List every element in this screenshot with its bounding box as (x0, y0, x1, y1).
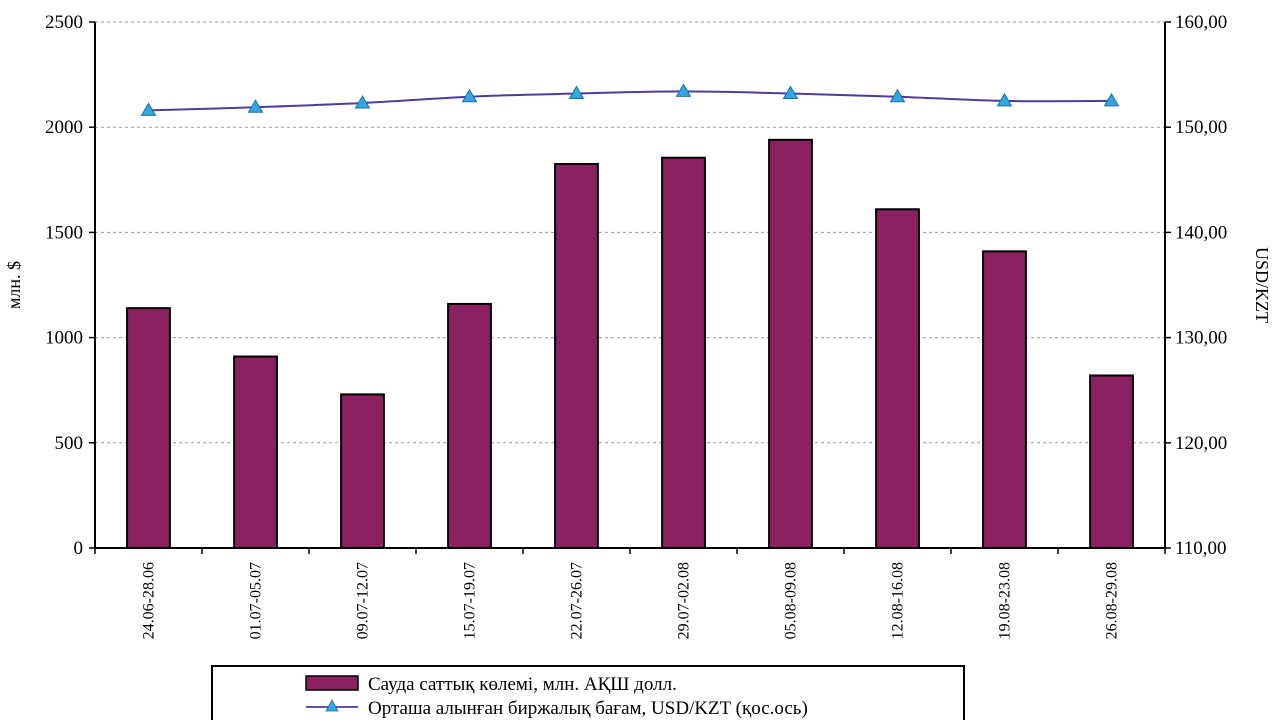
bar (340, 393, 385, 549)
bar (1089, 374, 1134, 549)
y-tick-label: 500 (55, 433, 84, 454)
y2-tick-label: 160,00 (1175, 12, 1227, 33)
y2-tick-label: 150,00 (1175, 117, 1227, 138)
line-point-marker (675, 83, 692, 97)
y2-tick-label: 140,00 (1175, 222, 1227, 243)
legend-bar-swatch (305, 675, 359, 691)
tick-labels: 0 500 1000 1500 2000 2500 110,00 120,00 130,00 14… (45, 12, 1227, 639)
line-series (140, 83, 1120, 116)
y2-tick-label: 130,00 (1175, 328, 1227, 349)
x-tick-label: 19.08-23.08 (997, 562, 1014, 639)
x-tick-label: 24.06-28.06 (141, 562, 158, 639)
bar-series (126, 138, 1134, 550)
legend-bar-label: Сауда саттық көлемі, млн. АҚШ долл. (368, 674, 677, 695)
x-tick-label: 09.07-12.07 (355, 562, 372, 639)
gridlines (95, 21, 1165, 444)
bar (768, 138, 813, 549)
x-tick-label: 29.07-02.08 (676, 562, 693, 639)
axes (89, 21, 1171, 554)
bar (554, 163, 599, 550)
line-point-marker (140, 102, 157, 116)
bar (982, 250, 1027, 549)
x-tick-label: 01.07-05.07 (248, 562, 265, 639)
x-tick-label: 22.07-26.07 (569, 562, 586, 639)
x-tick-label: 26.08-29.08 (1104, 562, 1121, 639)
y-tick-label: 2000 (45, 117, 83, 138)
line-point-marker (889, 88, 906, 103)
y-tick-label: 1000 (45, 328, 83, 349)
y-tick-label: 0 (74, 538, 84, 559)
legend-line-label: Орташа алынған биржалық бағам, USD/KZT (… (368, 698, 808, 719)
bar (233, 355, 278, 550)
bar (661, 156, 706, 549)
line-point-marker (782, 85, 799, 100)
legend-line-marker (325, 699, 339, 712)
y-tick-label: 1500 (45, 222, 83, 243)
line-point-marker (1103, 92, 1120, 107)
line-point-marker (247, 99, 264, 113)
line-point-marker (568, 85, 585, 100)
bar (126, 307, 171, 550)
x-tick-label: 12.08-16.08 (890, 562, 907, 639)
line-point-marker (461, 88, 478, 103)
x-tick-label: 15.07-19.07 (462, 562, 479, 639)
line-point-marker (354, 95, 371, 109)
y-axis-title: млн. $ (4, 261, 24, 309)
x-tick-label: 05.08-09.08 (783, 562, 800, 639)
line-point-marker (996, 92, 1013, 107)
series-line (148, 90, 1112, 112)
y2-tick-label: 110,00 (1175, 538, 1227, 559)
y2-tick-label: 120,00 (1175, 433, 1227, 454)
bar (447, 302, 492, 549)
y2-axis-title: USD/KZT (1252, 247, 1272, 323)
bar (875, 208, 920, 549)
y-tick-label: 2500 (45, 12, 83, 33)
legend: Сауда саттық көлемі, млн. АҚШ долл. Орта… (211, 665, 965, 720)
